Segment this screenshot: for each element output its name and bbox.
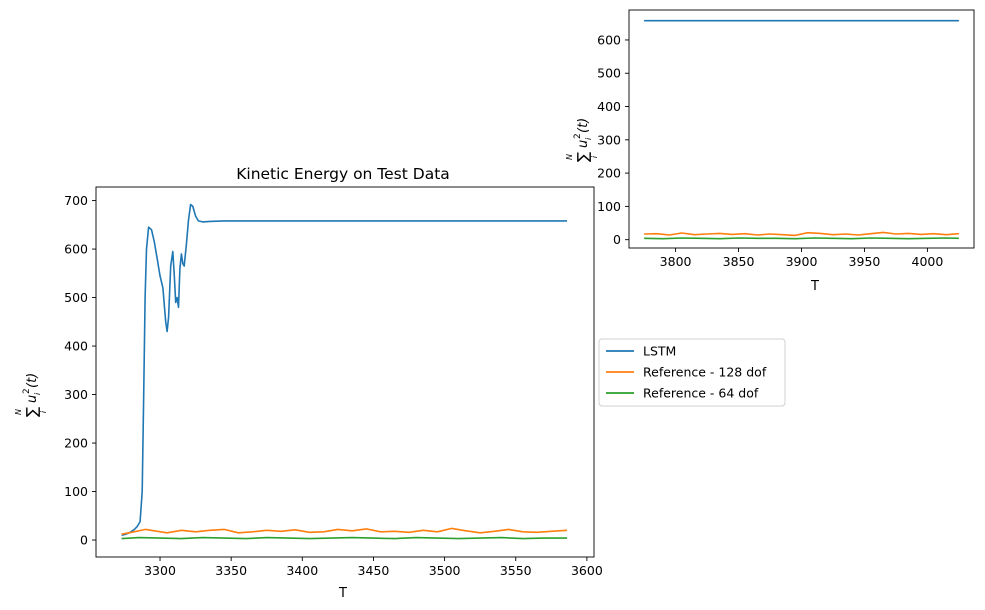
main-chart-title: Kinetic Energy on Test Data [236, 165, 450, 183]
main-y-label-sup: 2 [22, 388, 32, 394]
c0-x-tick-label: 3550 [500, 563, 532, 578]
c1-x-tick-label: 3950 [849, 254, 881, 269]
main-y-label-tail: (t) [25, 373, 40, 388]
legend-label-2: Reference - 64 dof [643, 386, 759, 401]
main-y-label-sum-bottom: i [39, 410, 48, 413]
c1-x-tick-label: 3800 [660, 254, 692, 269]
main-y-label-sum-symbol: ∑ [23, 407, 41, 417]
c0-x-tick-label: 3450 [358, 563, 390, 578]
inset-y-label-sum-top: N [565, 154, 574, 160]
c1-series-line-1 [644, 231, 959, 237]
c1-y-tick-label: 200 [597, 166, 621, 181]
inset-chart: 3800 3850 3900 3950 4000 0 100 200 300 400 500 600… [565, 9, 975, 294]
inset-y-label-term: u [576, 140, 591, 148]
c0-x-tick-label: 3400 [286, 563, 318, 578]
c1-y-tick-label: 600 [597, 32, 621, 47]
legend: LSTM Reference - 128 dof Reference - 64 do… [598, 338, 786, 407]
legend-label-1: Reference - 128 dof [643, 365, 767, 380]
c1-x-tick-label: 3900 [786, 254, 818, 269]
c1-series-line-2 [644, 237, 959, 240]
c1-y-tick-label: 500 [597, 66, 621, 81]
c0-y-tick-label: 700 [64, 193, 88, 208]
c1-x-tick-label: 4000 [912, 254, 944, 269]
c0-y-tick-label: 100 [64, 484, 88, 499]
main-chart: Kinetic Energy on Test Data 3300 3350 3400… [14, 165, 603, 601]
c0-y-tick-label: 300 [64, 387, 88, 402]
main-y-label-sub: i [33, 392, 42, 395]
c0-series-line-0 [121, 203, 567, 536]
c0-x-tick-label: 3300 [144, 563, 176, 578]
main-x-axis-label: T [338, 586, 347, 601]
c0-y-tick-label: 0 [80, 533, 88, 548]
inset-x-axis-label: T [810, 279, 819, 294]
inset-y-label-sum-bottom: i [590, 155, 599, 158]
legend-box [598, 338, 786, 407]
c0-y-tick-label: 500 [64, 290, 88, 305]
main-y-axis-label: N ∑ i u 2 i (t) [14, 373, 48, 417]
inset-y-axis-label: N ∑ i u 2 i (t) [565, 118, 599, 162]
c1-y-tick-label: 300 [597, 132, 621, 147]
c1-y-tick-label: 100 [597, 199, 621, 214]
c0-x-tick-label: 3500 [429, 563, 461, 578]
c0-x-tick-label: 3350 [215, 563, 247, 578]
c1-y-tick-label: 0 [613, 232, 621, 247]
c0-x-tick-label: 3600 [571, 563, 603, 578]
main-y-label-sum-top: N [14, 409, 23, 415]
main-y-label-term: u [25, 395, 40, 403]
inset-y-label-tail: (t) [576, 118, 591, 133]
main-plot-frame [95, 186, 595, 558]
legend-label-0: LSTM [643, 344, 676, 359]
c0-y-tick-label: 200 [64, 436, 88, 451]
c0-y-tick-label: 400 [64, 339, 88, 354]
inset-y-label-sum-symbol: ∑ [574, 152, 592, 162]
c1-y-tick-label: 400 [597, 99, 621, 114]
c0-y-tick-label: 600 [64, 242, 88, 257]
c0-series-line-2 [121, 536, 567, 540]
inset-y-label-sup: 2 [573, 133, 583, 139]
c1-x-tick-label: 3850 [723, 254, 755, 269]
c0-series-line-1 [121, 527, 568, 535]
inset-y-label-sub: i [584, 137, 593, 140]
